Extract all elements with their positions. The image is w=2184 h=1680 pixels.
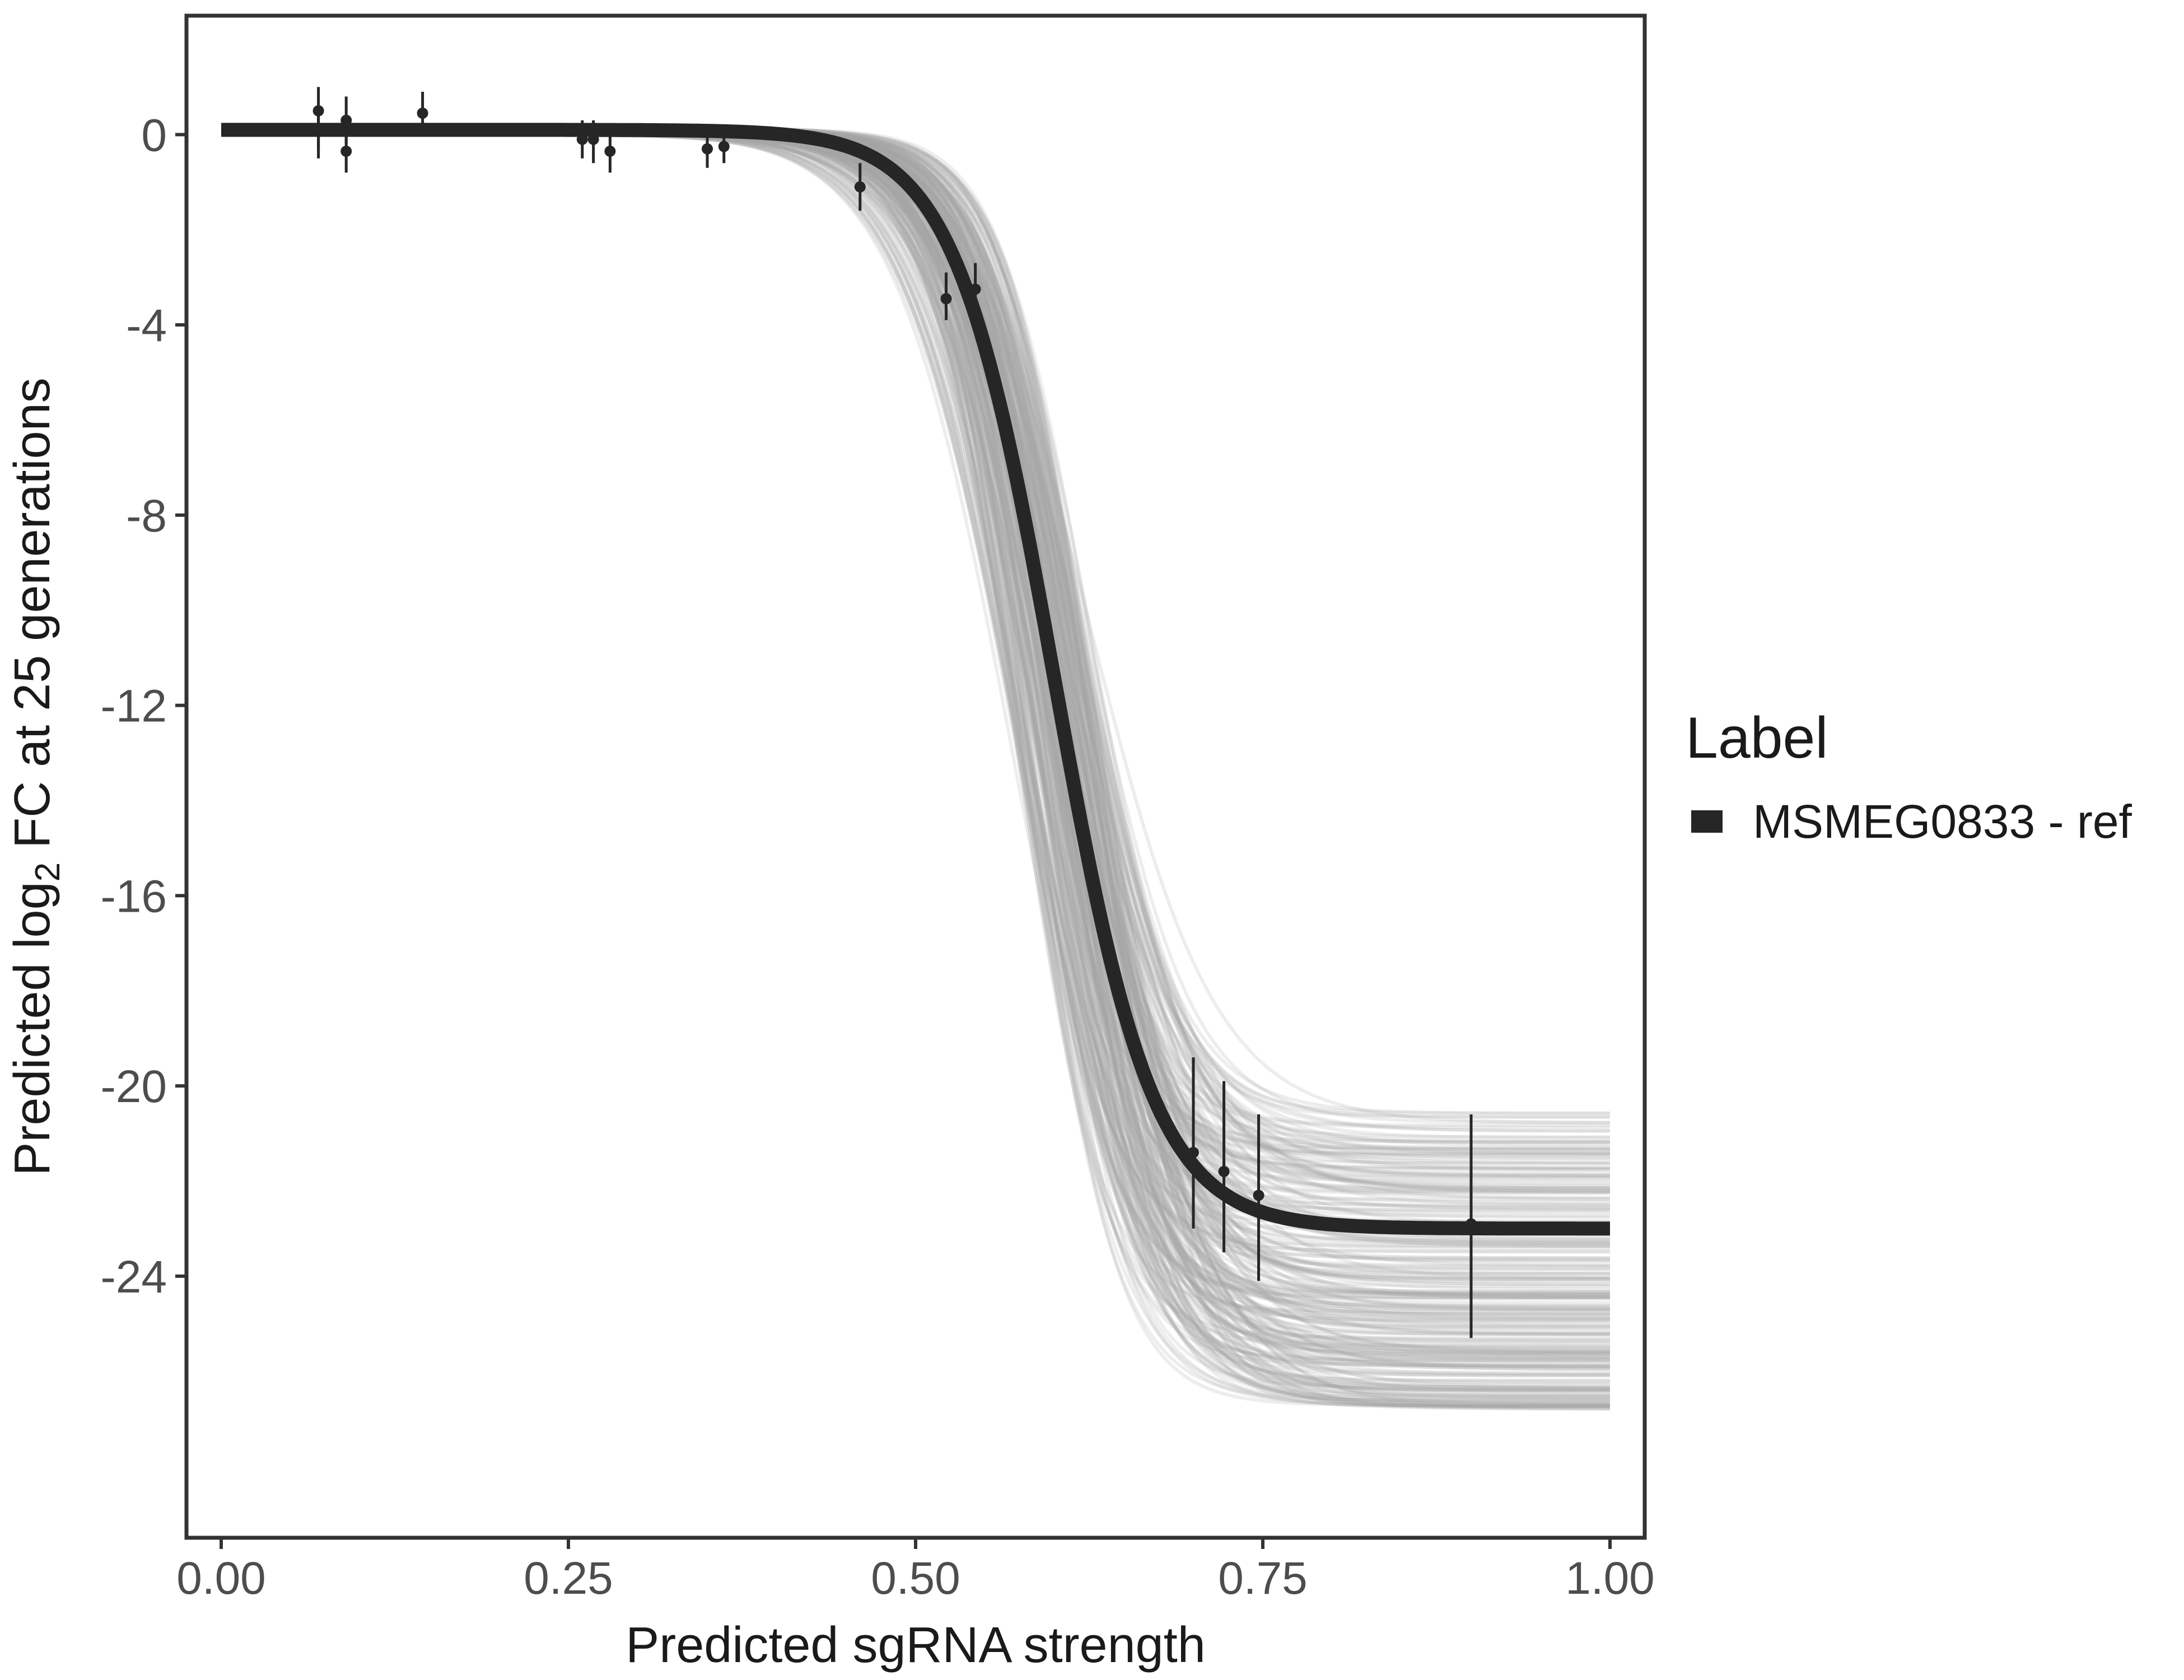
data-point (854, 163, 866, 211)
data-point (1218, 1081, 1230, 1253)
point-marker (1188, 1147, 1199, 1159)
legend-entry-label: MSMEG0833 - ref (1753, 795, 2132, 848)
fitted-curve-layer (218, 123, 1613, 1236)
data-point (312, 106, 324, 158)
data-points (312, 87, 1477, 1338)
y-axis-title-subscript: 2 (29, 862, 67, 881)
data-point (1188, 1057, 1199, 1229)
x-tick-label: 1.00 (1565, 1553, 1655, 1604)
data-point (718, 129, 730, 164)
y-tick-label: -8 (126, 491, 167, 542)
data-point (702, 129, 713, 168)
y-tick-label: -16 (100, 871, 167, 922)
y-tick-label: -24 (100, 1252, 167, 1303)
point-marker (1253, 1189, 1264, 1201)
data-point (340, 129, 352, 173)
data-point (969, 263, 981, 311)
point-marker (940, 293, 952, 305)
point-marker (340, 146, 352, 157)
legend: Label MSMEG0833 - ref (1686, 706, 2132, 848)
x-tick-label: 0.25 (524, 1553, 613, 1604)
point-marker (969, 283, 981, 295)
data-point (940, 272, 952, 320)
point-marker (604, 146, 616, 157)
y-tick-label: -12 (100, 681, 167, 732)
point-marker (587, 133, 599, 145)
point-marker (1218, 1165, 1230, 1177)
y-tick-label: 0 (141, 110, 167, 161)
x-tick-label: 0.50 (871, 1553, 960, 1604)
y-tick-label: -20 (100, 1061, 167, 1112)
fitted-curve-line (218, 123, 1613, 1236)
x-axis-title: Predicted sgRNA strength (626, 1617, 1206, 1673)
y-axis: 0 -4 -8 -12 -16 -20 -24 (100, 110, 186, 1303)
data-point (576, 120, 588, 158)
plot-area (186, 16, 1645, 1538)
y-axis-title-main: Predicted log (4, 881, 60, 1175)
point-marker (854, 181, 866, 193)
y-axis-title-rest: FC at 25 generations (4, 377, 60, 862)
legend-key (1691, 810, 1723, 833)
x-tick-label: 0.75 (1218, 1553, 1308, 1604)
data-point (417, 91, 428, 135)
point-marker (576, 133, 588, 145)
x-tick-label: 0.00 (176, 1553, 266, 1604)
legend-title: Label (1686, 706, 1828, 771)
point-marker (718, 141, 730, 152)
data-point (1466, 1114, 1477, 1338)
data-point (1253, 1114, 1264, 1281)
panel-background (186, 16, 1645, 1538)
x-axis: 0.00 0.25 0.50 0.75 1.00 (176, 1538, 1655, 1604)
point-marker (1466, 1218, 1477, 1230)
point-marker (702, 143, 713, 155)
data-point (587, 120, 599, 164)
point-marker (312, 124, 324, 136)
y-tick-label: -4 (126, 300, 167, 351)
point-marker (340, 114, 352, 126)
point-marker (417, 108, 428, 119)
data-point (604, 125, 616, 173)
y-axis-title: Predicted log2 FC at 25 generations (4, 377, 67, 1175)
